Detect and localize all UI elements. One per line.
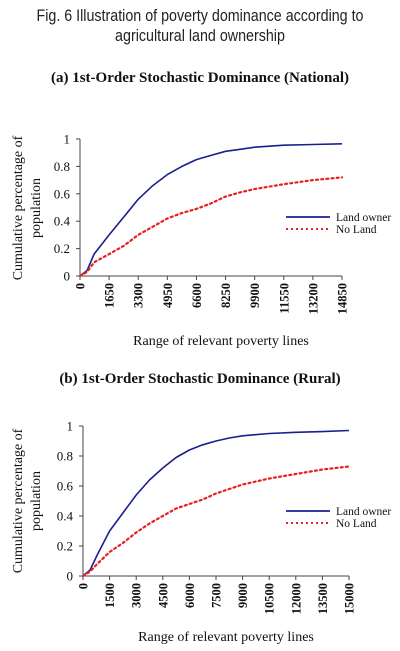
x-tick-label: 4500 bbox=[156, 583, 170, 608]
x-tick-label: 3300 bbox=[132, 283, 146, 308]
x-tick-label: 15000 bbox=[343, 583, 357, 614]
y-axis-label-line-1: Cumulative percentage of bbox=[11, 135, 26, 280]
x-tick-label: 9000 bbox=[236, 583, 250, 608]
figure-title-line-2: agricultural land ownership bbox=[115, 26, 285, 45]
x-tick-label: 4950 bbox=[161, 283, 175, 308]
legend-label-no-land: No Land bbox=[336, 224, 377, 236]
x-tick-label: 11550 bbox=[277, 283, 291, 314]
chart-title: (a) 1st-Order Stochastic Dominance (Nati… bbox=[51, 70, 349, 86]
chart-panel-a: (a) 1st-Order Stochastic Dominance (Nati… bbox=[11, 70, 391, 349]
figure-title: Fig. 6 Illustration of poverty dominance… bbox=[32, 6, 368, 46]
y-axis-label: Cumulative percentage of population bbox=[11, 428, 44, 573]
y-tick-label: 0.2 bbox=[54, 241, 70, 256]
series-line-land-owner bbox=[79, 143, 343, 277]
y-tick-label: 0.6 bbox=[57, 479, 74, 494]
y-tick-label: 0.8 bbox=[57, 449, 73, 464]
y-tick-label: 1 bbox=[64, 132, 71, 147]
y-tick-label: 0 bbox=[64, 269, 71, 284]
y-tick-label: 0.2 bbox=[57, 539, 73, 554]
y-tick-label: 0.4 bbox=[54, 214, 71, 229]
x-tick-label: 14850 bbox=[336, 283, 350, 314]
x-tick-label: 7500 bbox=[210, 583, 224, 608]
x-tick-label: 0 bbox=[77, 583, 91, 589]
y-axis-label: Cumulative percentage of population bbox=[11, 135, 44, 280]
series-line-land-owner bbox=[82, 429, 350, 577]
x-tick-label: 3000 bbox=[130, 583, 144, 608]
x-tick-label: 13500 bbox=[316, 583, 330, 614]
y-axis-label-line-2: population bbox=[29, 178, 44, 238]
legend-label-no-land: No Land bbox=[336, 518, 377, 530]
series-line-no-land bbox=[81, 465, 351, 578]
y-tick-label: 0.6 bbox=[54, 186, 71, 201]
x-tick-label: 1500 bbox=[103, 583, 117, 608]
x-tick-label: 6600 bbox=[190, 283, 204, 308]
y-tick-label: 0.8 bbox=[54, 159, 70, 174]
x-tick-label: 1650 bbox=[103, 283, 117, 308]
x-axis-label: Range of relevant poverty lines bbox=[133, 334, 309, 349]
chart-panel-b: (b) 1st-Order Stochastic Dominance (Rura… bbox=[11, 371, 391, 645]
x-tick-label: 13200 bbox=[306, 283, 320, 314]
y-axis-label-line-1: Cumulative percentage of bbox=[11, 428, 26, 573]
x-tick-label: 10500 bbox=[263, 583, 277, 614]
x-tick-label: 0 bbox=[74, 283, 88, 289]
y-tick-label: 1 bbox=[67, 419, 74, 434]
y-tick-label: 0.4 bbox=[57, 509, 74, 524]
x-axis-label: Range of relevant poverty lines bbox=[138, 630, 314, 645]
chart-title: (b) 1st-Order Stochastic Dominance (Rura… bbox=[59, 371, 340, 387]
legend-label-land-owner: Land owner bbox=[336, 506, 391, 518]
figure-title-line-1: Fig. 6 Illustration of poverty dominance… bbox=[36, 6, 364, 25]
y-axis-label-line-2: population bbox=[29, 471, 44, 531]
x-tick-label: 6000 bbox=[183, 583, 197, 608]
legend-label-land-owner: Land owner bbox=[336, 212, 391, 224]
x-tick-label: 8250 bbox=[219, 283, 233, 308]
x-tick-label: 9900 bbox=[248, 283, 262, 308]
series-line-no-land bbox=[78, 176, 344, 278]
x-tick-label: 12000 bbox=[289, 583, 303, 614]
y-tick-label: 0 bbox=[67, 569, 74, 584]
